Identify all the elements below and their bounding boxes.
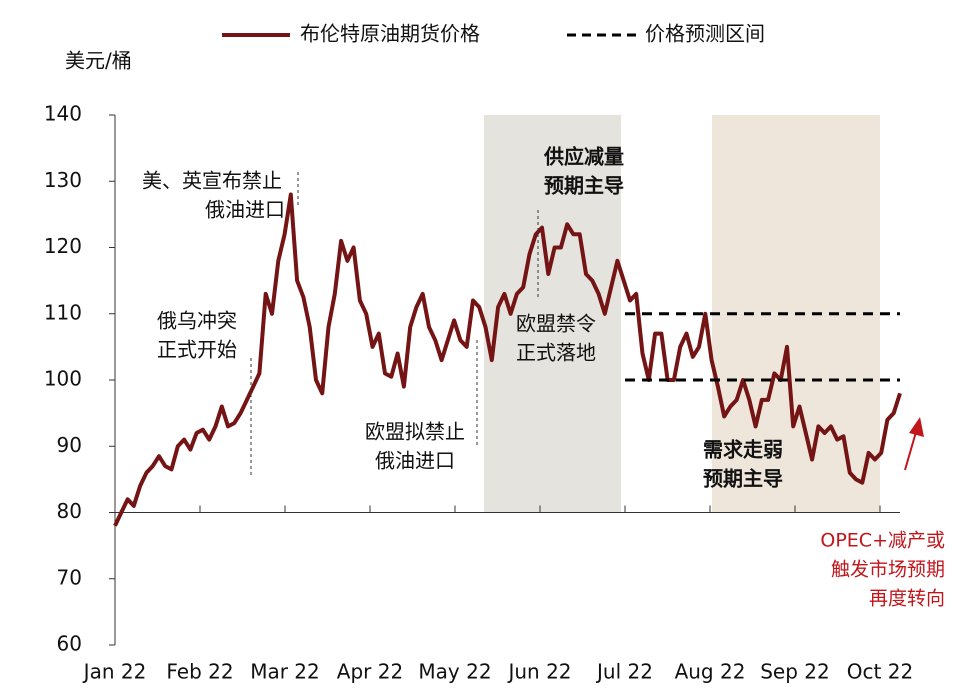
arrow bbox=[904, 431, 917, 471]
x-tick-label: Oct 22 bbox=[847, 660, 913, 684]
annotation: 俄乌冲突 bbox=[157, 309, 237, 333]
x-tick-label: Sep 22 bbox=[760, 660, 830, 684]
legend-label: 布伦特原油期货价格 bbox=[300, 22, 480, 46]
annotation: 正式落地 bbox=[516, 341, 596, 365]
y-tick-label: 80 bbox=[57, 499, 82, 523]
x-tick-label: Jun 22 bbox=[506, 660, 571, 684]
arrow-head bbox=[909, 417, 924, 437]
y-tick-label: 100 bbox=[44, 367, 82, 391]
x-tick-label: May 22 bbox=[418, 660, 491, 684]
x-tick-label: Mar 22 bbox=[250, 660, 320, 684]
annotation: 正式开始 bbox=[157, 338, 237, 362]
annotation: 预期主导 bbox=[544, 174, 624, 198]
x-tick-label: Apr 22 bbox=[337, 660, 403, 684]
y-tick-label: 110 bbox=[44, 300, 82, 324]
annotation: 欧盟禁令 bbox=[516, 312, 596, 336]
x-tick-label: Aug 22 bbox=[675, 660, 746, 684]
annotation: OPEC+减产或 bbox=[820, 530, 945, 552]
y-tick-label: 140 bbox=[44, 102, 82, 126]
annotation: 供应减量 bbox=[543, 145, 624, 169]
annotation: 美、英宣布禁止 bbox=[142, 169, 282, 193]
y-tick-label: 70 bbox=[57, 565, 82, 589]
y-tick-label: 60 bbox=[57, 632, 82, 656]
annotation: 再度转向 bbox=[869, 588, 945, 610]
y-tick-label: 90 bbox=[57, 433, 82, 457]
y-tick-label: 130 bbox=[44, 168, 82, 192]
annotation: 预期主导 bbox=[703, 467, 783, 491]
y-axis-label: 美元/桶 bbox=[65, 49, 132, 73]
x-tick-label: Jul 22 bbox=[595, 660, 653, 684]
legend-label: 价格预测区间 bbox=[645, 22, 765, 46]
x-tick-label: Feb 22 bbox=[166, 660, 233, 684]
annotation: 需求走弱 bbox=[703, 438, 783, 462]
shaded-region bbox=[484, 115, 621, 513]
annotation: 欧盟拟禁止 bbox=[365, 420, 465, 444]
y-tick-label: 120 bbox=[44, 234, 82, 258]
price-line bbox=[113, 192, 902, 527]
annotation: 触发市场预期 bbox=[831, 559, 945, 581]
annotation: 俄油进口 bbox=[375, 449, 455, 473]
x-tick-label: Jan 22 bbox=[82, 660, 147, 684]
annotation: 俄油进口 bbox=[205, 198, 285, 222]
